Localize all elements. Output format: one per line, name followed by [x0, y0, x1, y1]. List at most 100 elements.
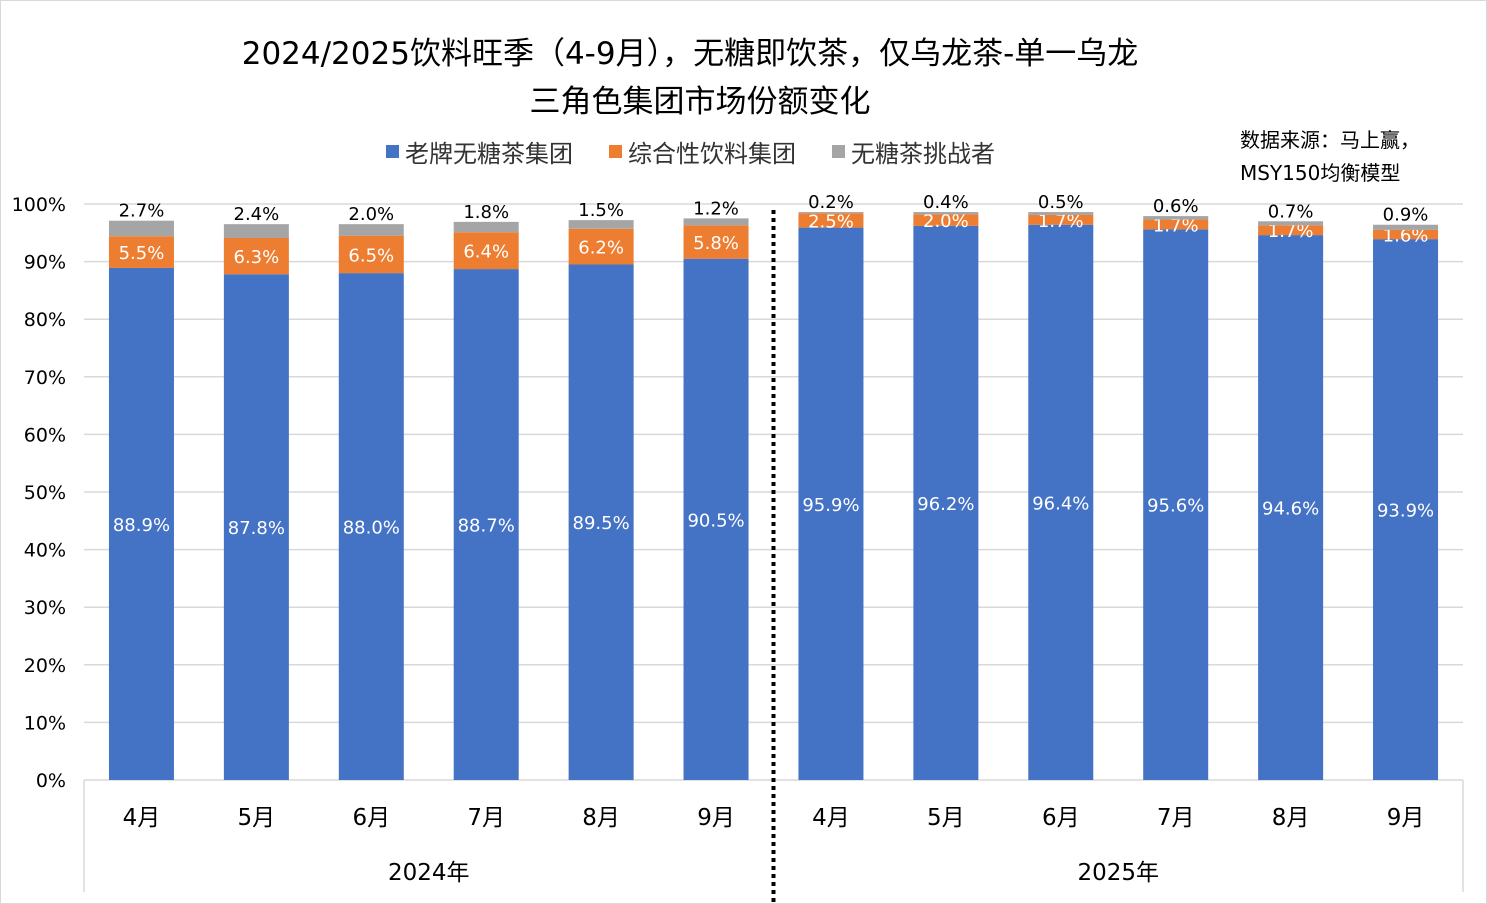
data-label: 1.7% [1153, 215, 1199, 236]
x-tick-label: 9月 [1387, 805, 1425, 831]
bar-segment [1143, 216, 1209, 220]
bar-segment [1258, 221, 1324, 226]
data-label: 0.7% [1268, 201, 1314, 222]
bar-segment [338, 235, 404, 274]
bar-segment [1143, 229, 1209, 780]
legend-swatch [386, 145, 399, 158]
x-tick-label: 5月 [238, 805, 276, 831]
bar-segment [1258, 235, 1324, 780]
data-label: 95.6% [1147, 496, 1204, 517]
data-label: 1.2% [693, 198, 739, 219]
y-tick-label: 0% [36, 770, 66, 792]
bar-segment [1258, 225, 1324, 236]
bar-segment [108, 267, 174, 780]
legend-item: 老牌无糖茶集团 [386, 134, 573, 169]
data-label: 6.4% [463, 242, 509, 263]
data-label: 2.7% [119, 201, 165, 222]
bar-segment [453, 221, 519, 233]
y-tick-label: 20% [24, 655, 66, 677]
group-label: 2025年 [1077, 860, 1159, 886]
bar-segment [223, 224, 289, 238]
y-tick-label: 60% [24, 424, 66, 446]
y-tick-label: 80% [24, 309, 66, 331]
bar-segment [568, 264, 634, 781]
x-tick-label: 4月 [123, 805, 161, 831]
data-label: 2.0% [348, 204, 394, 225]
bar-segment [1373, 224, 1439, 230]
bar-segment [683, 225, 749, 259]
legend-item: 综合性饮料集团 [609, 134, 796, 169]
y-tick-label: 90% [24, 252, 66, 274]
data-label: 6.3% [234, 247, 280, 268]
bar-segment [683, 258, 749, 781]
data-label: 93.9% [1377, 501, 1434, 522]
bar-segment [1373, 239, 1439, 781]
bar-segment [223, 274, 289, 780]
data-label: 1.7% [1268, 221, 1314, 242]
data-label: 90.5% [687, 510, 744, 531]
bar-segment [798, 212, 864, 214]
data-label: 5.5% [119, 243, 165, 264]
y-tick-label: 40% [24, 540, 66, 562]
bar-segment [108, 220, 174, 237]
legend-label: 老牌无糖茶集团 [405, 140, 573, 168]
x-tick-label: 4月 [812, 805, 850, 831]
bar-segment [568, 228, 634, 265]
bar-segment [798, 227, 864, 781]
legend-label: 无糖茶挑战者 [851, 140, 995, 168]
x-tick-label: 8月 [1272, 805, 1310, 831]
bar-segment [568, 220, 634, 229]
data-label: 1.6% [1383, 226, 1429, 247]
data-label: 2.0% [923, 211, 969, 232]
bar-segment [798, 213, 864, 228]
data-label: 0.6% [1153, 196, 1199, 217]
bar-segment [338, 224, 404, 236]
legend-item: 无糖茶挑战者 [832, 134, 995, 169]
chart-subtitle: 三角色集团市场份额变化 [529, 84, 871, 120]
data-label: 88.0% [343, 518, 400, 539]
y-tick-label: 50% [24, 482, 66, 504]
data-label: 0.4% [923, 192, 969, 213]
x-tick-label: 7月 [467, 805, 505, 831]
bar-segment [913, 225, 979, 780]
bar-segment [223, 237, 289, 275]
source-line: 数据来源：马上赢， [1240, 128, 1420, 152]
x-tick-label: 6月 [1042, 805, 1080, 831]
legend: 老牌无糖茶集团 综合性饮料集团 无糖茶挑战者 [386, 134, 995, 169]
data-label: 87.8% [228, 518, 285, 539]
bar-segment [1143, 219, 1209, 230]
x-tick-label: 7月 [1157, 805, 1195, 831]
y-tick-label: 70% [24, 367, 66, 389]
x-tick-label: 8月 [582, 805, 620, 831]
data-label: 1.7% [1038, 211, 1084, 232]
bar-segment [108, 236, 174, 268]
data-label: 95.9% [802, 495, 859, 516]
data-label: 0.2% [808, 192, 854, 213]
data-label: 96.2% [917, 494, 974, 515]
legend-label: 综合性饮料集团 [628, 140, 796, 168]
data-label: 2.5% [808, 211, 854, 232]
source-line: MSY150均衡模型 [1240, 161, 1401, 185]
bar-segment [1373, 229, 1439, 240]
x-tick-label: 9月 [697, 805, 735, 831]
x-tick-label: 6月 [352, 805, 390, 831]
bar-segment [338, 273, 404, 780]
bar-segment [1028, 214, 1094, 225]
group-label: 2024年 [388, 860, 470, 886]
legend-swatch [832, 145, 845, 158]
data-label: 2.4% [234, 204, 280, 225]
y-tick-label: 10% [24, 712, 66, 734]
bar-segment [683, 218, 749, 226]
data-label: 6.2% [578, 238, 624, 259]
data-label: 5.8% [693, 233, 739, 254]
data-label: 0.5% [1038, 192, 1084, 213]
bar-segment [913, 212, 979, 215]
bar-segment [453, 269, 519, 780]
data-label: 94.6% [1262, 499, 1319, 520]
data-label: 0.9% [1383, 205, 1429, 226]
bar-segment [1028, 224, 1094, 781]
bar-segment [453, 232, 519, 270]
chart-title: 2024/2025饮料旺季（4-9月），无糖即饮茶，仅乌龙茶-单一乌龙 [241, 36, 1139, 72]
x-tick-label: 5月 [927, 805, 965, 831]
data-label: 88.9% [113, 515, 170, 536]
